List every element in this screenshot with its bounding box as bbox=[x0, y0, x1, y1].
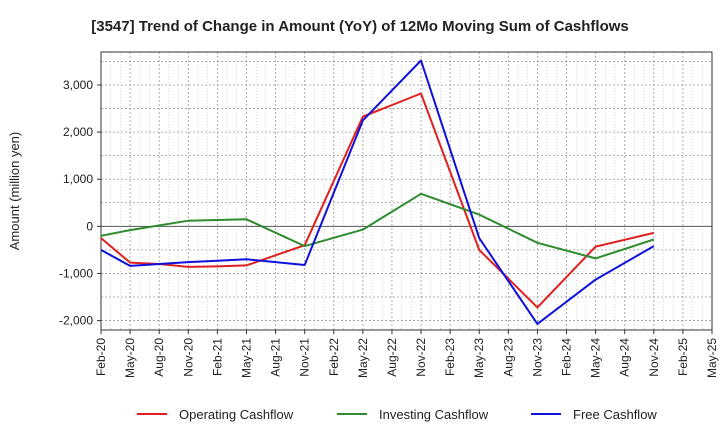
x-tick-label: Nov-24 bbox=[647, 338, 661, 377]
x-tick-label: May-24 bbox=[589, 338, 603, 378]
x-tick-label: Aug-20 bbox=[152, 338, 166, 377]
x-tick-label: Aug-22 bbox=[385, 338, 399, 377]
x-tick-label: Nov-22 bbox=[414, 338, 428, 377]
plot-frame bbox=[100, 51, 713, 331]
y-axis-label: Amount (million yen) bbox=[7, 132, 22, 251]
y-tick-label: 3,000 bbox=[63, 78, 93, 92]
x-tick-label: May-22 bbox=[356, 338, 370, 378]
x-tick-label: Nov-21 bbox=[298, 338, 312, 377]
x-tick-label: Nov-20 bbox=[181, 338, 195, 377]
x-tick-label: Feb-23 bbox=[443, 338, 457, 376]
legend: Operating Cashflow Investing Cashflow Free… bbox=[137, 407, 657, 422]
free-cashflow-line bbox=[100, 59, 655, 325]
x-tick-label: May-25 bbox=[705, 338, 719, 378]
x-tick-label: Aug-24 bbox=[618, 338, 632, 377]
series-lines bbox=[100, 59, 655, 325]
investing-cashflow-line bbox=[100, 192, 655, 260]
operating-cashflow-legend-label: Operating Cashflow bbox=[179, 407, 294, 422]
y-tick-label: -2,000 bbox=[59, 314, 93, 328]
x-tick-label: Feb-25 bbox=[676, 338, 690, 376]
x-tick-label: May-21 bbox=[239, 338, 253, 378]
x-tick-label: Feb-20 bbox=[94, 338, 108, 376]
y-tick-label: -1,000 bbox=[59, 266, 93, 280]
investing-cashflow-legend-label: Investing Cashflow bbox=[379, 407, 489, 422]
y-tick-label: 2,000 bbox=[63, 125, 93, 139]
x-tick-label: Nov-23 bbox=[530, 338, 544, 377]
x-tick-label: Aug-21 bbox=[269, 338, 283, 377]
x-tick-label: Aug-23 bbox=[501, 338, 515, 377]
x-axis-ticks: Feb-20 May-20 Aug-20 Nov-20 Feb-21 May-21 Aug-… bbox=[94, 330, 719, 378]
x-tick-label: Feb-21 bbox=[210, 338, 224, 376]
x-tick-label: Feb-24 bbox=[560, 338, 574, 376]
y-axis-ticks: 3,000 2,000 1,000 0 -1,000 -2,000 bbox=[59, 78, 101, 328]
x-tick-label: Feb-22 bbox=[327, 338, 341, 376]
free-cashflow-legend-label: Free Cashflow bbox=[573, 407, 657, 422]
operating-cashflow-line bbox=[100, 92, 655, 309]
grid bbox=[100, 52, 713, 330]
chart-title: [3547] Trend of Change in Amount (YoY) o… bbox=[91, 18, 629, 35]
x-tick-label: May-23 bbox=[472, 338, 486, 378]
x-tick-label: May-20 bbox=[123, 338, 137, 378]
y-tick-label: 1,000 bbox=[63, 172, 93, 186]
y-tick-label: 0 bbox=[86, 219, 93, 233]
